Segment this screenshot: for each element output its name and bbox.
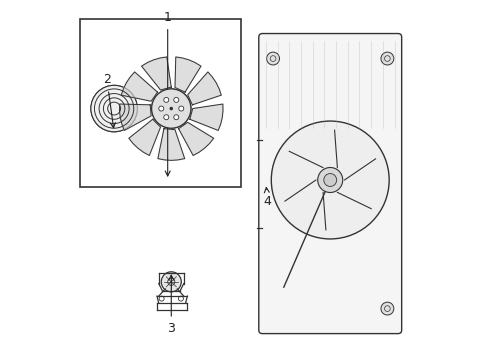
Text: 2: 2 — [103, 73, 115, 128]
Circle shape — [169, 107, 173, 111]
Polygon shape — [128, 119, 160, 156]
Circle shape — [151, 89, 190, 128]
Circle shape — [159, 106, 163, 111]
Polygon shape — [187, 72, 221, 105]
Circle shape — [179, 106, 183, 111]
Circle shape — [178, 296, 183, 301]
Polygon shape — [189, 104, 223, 130]
Polygon shape — [121, 72, 157, 101]
Polygon shape — [119, 104, 151, 130]
Circle shape — [317, 167, 342, 193]
Circle shape — [271, 121, 388, 239]
Circle shape — [161, 272, 181, 292]
Circle shape — [266, 52, 279, 65]
Circle shape — [323, 174, 336, 186]
Circle shape — [380, 52, 393, 65]
Polygon shape — [175, 57, 201, 92]
Circle shape — [173, 115, 179, 120]
Circle shape — [151, 89, 190, 128]
Text: 4: 4 — [263, 188, 271, 208]
Circle shape — [380, 302, 393, 315]
Circle shape — [163, 98, 168, 102]
Polygon shape — [178, 122, 213, 156]
Polygon shape — [141, 57, 171, 90]
Circle shape — [91, 85, 137, 132]
Circle shape — [159, 296, 164, 301]
Bar — [80, 19, 241, 187]
FancyBboxPatch shape — [258, 33, 401, 334]
Text: 1: 1 — [163, 11, 171, 176]
Text: 3: 3 — [167, 275, 175, 335]
Polygon shape — [158, 129, 184, 160]
Circle shape — [173, 98, 179, 102]
Circle shape — [169, 107, 173, 111]
Circle shape — [163, 115, 168, 120]
